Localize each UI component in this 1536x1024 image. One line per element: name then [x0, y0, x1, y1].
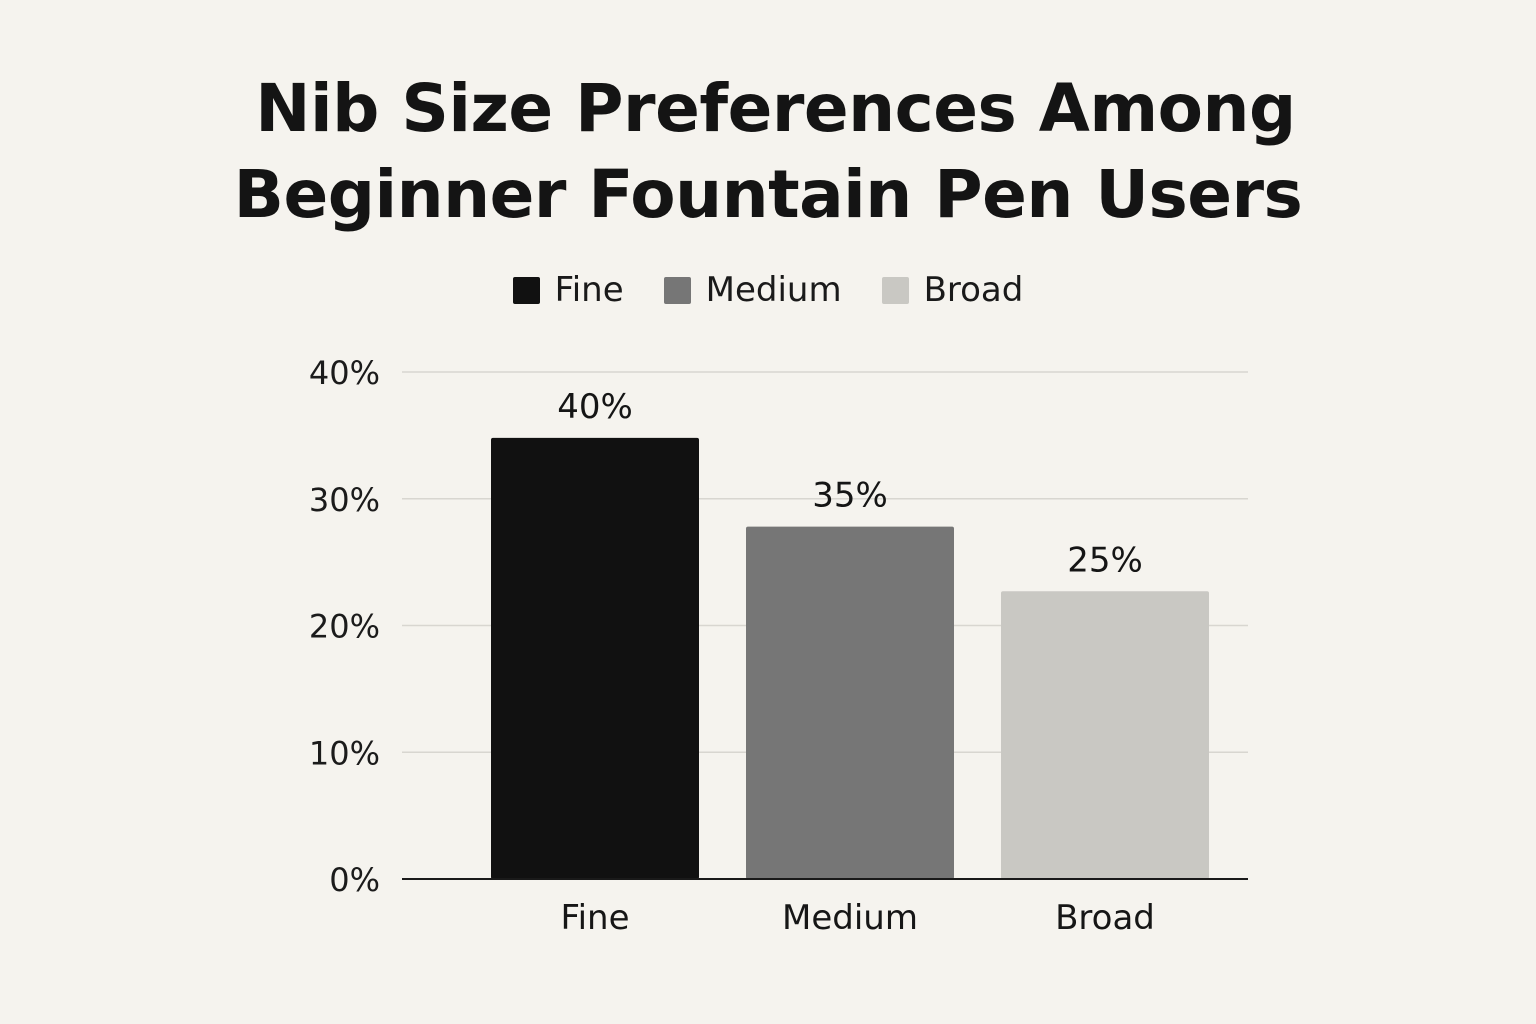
x-axis-labels: Fine Medium Broad	[561, 898, 1155, 938]
y-tick-label: 30%	[309, 481, 380, 519]
bar-fine	[491, 437, 699, 879]
legend-label-broad: Broad	[923, 270, 1024, 310]
bar-broad	[1001, 591, 1209, 879]
legend-item-broad: Broad	[881, 270, 1024, 310]
chart-title: Nib Size Preferences Among Beginner Foun…	[0, 66, 1536, 238]
chart-legend: Fine Medium Broad	[0, 270, 1536, 310]
y-tick-label: 40%	[309, 354, 380, 392]
y-tick-label: 10%	[309, 734, 380, 772]
x-tick-label-broad: Broad	[1055, 898, 1155, 938]
legend-swatch-fine	[512, 276, 540, 304]
y-tick-label: 20%	[309, 608, 380, 646]
x-tick-label-medium: Medium	[782, 898, 918, 938]
y-tick-label: 0%	[329, 861, 380, 899]
value-label-fine: 40%	[557, 387, 633, 427]
legend-swatch-broad	[881, 276, 909, 304]
legend-label-medium: Medium	[705, 270, 842, 310]
value-label-medium: 35%	[812, 476, 888, 516]
chart-title-line-2: Beginner Fountain Pen Users	[233, 156, 1303, 233]
legend-item-fine: Fine	[512, 270, 624, 310]
bar-medium	[746, 526, 954, 879]
x-tick-label-fine: Fine	[561, 898, 630, 938]
legend-label-fine: Fine	[554, 270, 624, 310]
legend-swatch-medium	[663, 276, 691, 304]
value-labels: 40% 35% 25%	[557, 387, 1143, 580]
bars	[491, 437, 1209, 879]
chart-title-line-1: Nib Size Preferences Among	[255, 70, 1296, 147]
y-axis-ticks: 0% 10% 20% 30% 40%	[309, 354, 380, 899]
value-label-broad: 25%	[1067, 540, 1143, 580]
legend-item-medium: Medium	[663, 270, 842, 310]
